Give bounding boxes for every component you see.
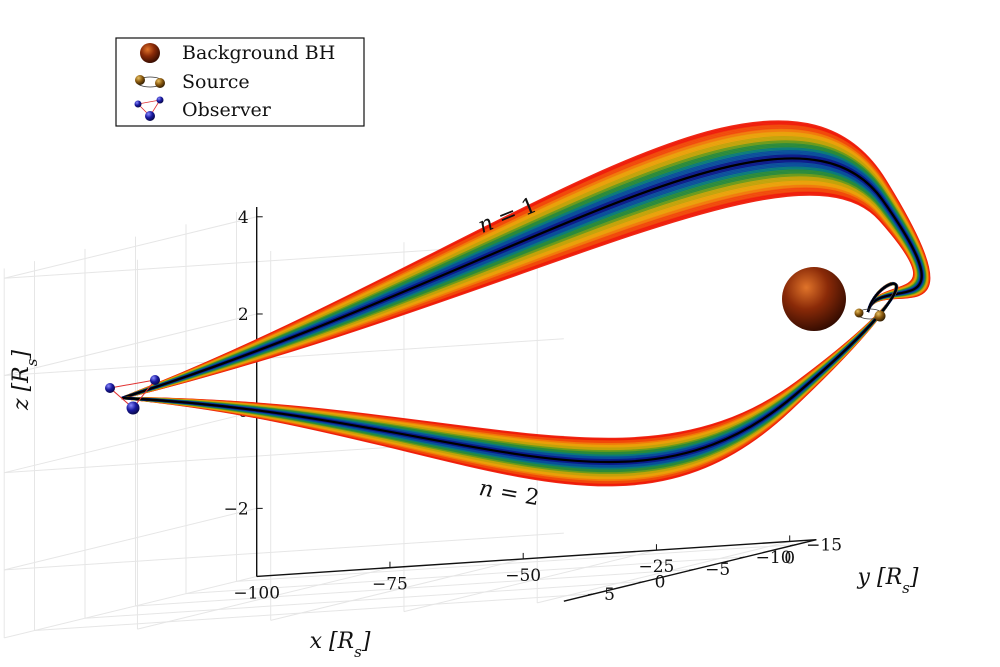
gridline xyxy=(4,507,257,571)
legend-marker-observer-triangle xyxy=(137,99,161,117)
z-tick-label: 4 xyxy=(238,208,249,228)
gridline xyxy=(236,544,797,582)
x-tick-label: −50 xyxy=(505,566,541,586)
observer-triangle xyxy=(108,379,157,409)
gridline xyxy=(4,575,257,639)
gridline xyxy=(403,549,657,613)
y-axis-label: y [Rs] xyxy=(857,565,919,597)
y-tick-label: 0 xyxy=(655,572,666,592)
z-tick-label: 2 xyxy=(238,305,249,325)
source-star xyxy=(874,310,886,322)
y-tick xyxy=(588,593,595,596)
grid-lines xyxy=(3,211,797,639)
geodesic-bands xyxy=(121,120,931,487)
legend-label: Observer xyxy=(182,99,272,121)
observer-sphere xyxy=(150,375,160,385)
z-tick-label: −2 xyxy=(224,499,249,519)
y-tick-label: −5 xyxy=(705,560,730,580)
y-tick-label: −10 xyxy=(756,548,792,568)
gridline xyxy=(4,313,257,376)
y-tick-label: 5 xyxy=(604,585,615,605)
scene-objects xyxy=(105,267,886,415)
gridline xyxy=(4,532,564,571)
y-tick xyxy=(790,544,797,547)
legend-marker-observer xyxy=(145,111,155,121)
gridline xyxy=(4,338,564,376)
x-tick-label: 0 xyxy=(784,548,795,568)
gridline xyxy=(537,540,790,604)
observer-sphere xyxy=(105,383,115,393)
background-black-hole xyxy=(782,267,846,331)
gridline xyxy=(34,593,595,632)
observer-sphere xyxy=(126,401,140,415)
legend-marker-source xyxy=(155,78,165,88)
x-axis-line xyxy=(256,538,817,578)
y-tick xyxy=(689,568,696,571)
legend-label: Background BH xyxy=(182,42,335,64)
x-tick-label: −25 xyxy=(639,557,675,577)
source-star xyxy=(854,308,864,318)
legend-marker-bh xyxy=(140,43,160,63)
geodesic-n2-central-line xyxy=(121,282,898,464)
legend-marker-source xyxy=(135,75,145,85)
gridline xyxy=(270,558,524,621)
x-tick-label: −100 xyxy=(233,583,280,603)
x-tick-label: −75 xyxy=(372,575,408,595)
x-axis-label: x [Rs] xyxy=(310,629,371,661)
z-axis-label: z [Rs] xyxy=(9,350,41,411)
legend-marker-observer xyxy=(134,100,142,108)
annotation-n2: n = 2 xyxy=(477,476,541,511)
gridline xyxy=(137,567,391,630)
gridline xyxy=(84,580,645,619)
y-tick-label: −15 xyxy=(806,536,842,556)
y-tick xyxy=(638,580,645,583)
geodesic-n1-central-line xyxy=(121,157,923,400)
gridline xyxy=(4,216,257,279)
legend: Background BH Source Observer xyxy=(115,37,365,127)
legend-label: Source xyxy=(182,71,250,93)
gridline xyxy=(185,556,746,595)
gridline xyxy=(135,568,696,607)
y-tick xyxy=(739,556,746,559)
legend-marker-observer xyxy=(156,96,164,104)
gridline xyxy=(4,410,257,474)
